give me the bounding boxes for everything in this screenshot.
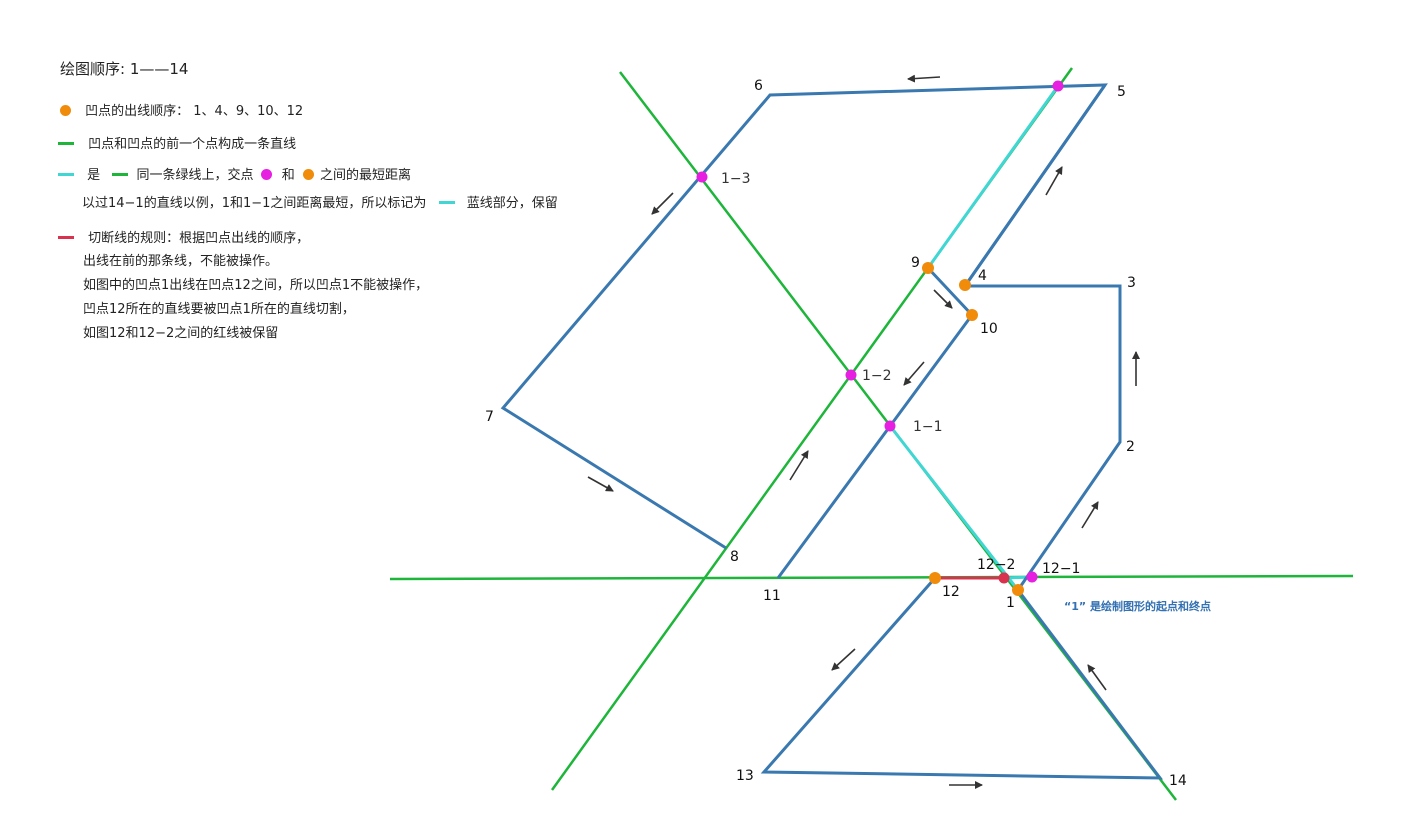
legend-row-cyan: 是 同一条绿线上，交点 和 之间的最短距离 (58, 164, 411, 183)
label-11: 11 (763, 588, 781, 604)
legend-red-text: 切断线的规则：根据凹点出线的顺序， (88, 231, 310, 246)
start-end-note: “1” 是绘制图形的起点和终点 (1064, 599, 1211, 613)
legend-row-example: 以过14−1的直线以例，1和1−1之间距离最短，所以标记为 蓝线部分，保留 (82, 192, 558, 211)
label-9: 9 (911, 255, 920, 271)
legend-rule-line-2: 出线在前的那条线，不能被操作。 (83, 254, 279, 269)
label-8: 8 (730, 549, 739, 565)
magenta-dot-icon (260, 169, 272, 180)
legend-rule-line-3: 如图中的凹点1出线在凹点12之间，所以凹点1不能被操作， (83, 278, 429, 293)
intersection-12-1 (1026, 571, 1038, 583)
arrow-icon (907, 74, 941, 83)
label-1-1: 1−1 (913, 419, 943, 435)
label-6: 6 (754, 78, 763, 94)
intersection-points (696, 80, 1064, 583)
legend-row-green: 凹点和凹点的前一个点构成一条直线 (58, 133, 296, 152)
green-line-11-12 (389, 574, 1354, 581)
label-7: 7 (485, 409, 494, 425)
arrow-icon (1045, 166, 1063, 196)
arrow-icon (651, 192, 674, 215)
label-4: 4 (978, 268, 987, 284)
label-1-3: 1−3 (721, 171, 751, 187)
intersection-1-3 (696, 171, 708, 183)
direction-arrows (587, 74, 1140, 789)
cyan-line-icon (58, 173, 74, 176)
label-3: 3 (1127, 275, 1136, 291)
label-2: 2 (1126, 439, 1135, 455)
legend-example-text: 以过14−1的直线以例，1和1−1之间距离最短，所以标记为 (82, 196, 427, 211)
cyan-segment-9 (926, 85, 1060, 269)
orange-dot-icon (302, 169, 314, 180)
legend-example-text-b: 蓝线部分，保留 (466, 196, 558, 211)
label-13: 13 (736, 768, 754, 784)
legend-orange-text: 凹点的出线顺序： 1、4、9、10、12 (85, 104, 304, 119)
cyan-segments (888, 85, 1060, 591)
legend-rule-line-5: 如图12和12−2之间的红线被保留 (83, 326, 279, 341)
intersection-12-2 (998, 572, 1010, 584)
legend-title: 绘图顺序: 1——14 (60, 60, 189, 78)
legend-cyan-text-c: 和 (281, 168, 295, 183)
green-line-icon (112, 173, 129, 176)
arrow-icon (1087, 664, 1107, 691)
green-line-icon (58, 142, 74, 145)
concave-point-10 (966, 309, 978, 321)
intersection-9-top (1052, 80, 1064, 92)
legend-row-red: 切断线的规则：根据凹点出线的顺序， (58, 227, 309, 246)
blue-polygon (500, 83, 1164, 780)
label-10: 10 (980, 321, 998, 337)
label-1-2: 1−2 (862, 368, 892, 384)
legend-cyan-text-b: 同一条绿线上，交点 (136, 168, 254, 183)
concave-point-4 (959, 279, 971, 291)
point-labels: 1 2 3 4 5 6 7 8 9 10 11 12 13 14 1−1 1−2… (485, 78, 1187, 789)
label-1: 1 (1006, 595, 1015, 611)
legend-row-orange: 凹点的出线顺序： 1、4、9、10、12 (60, 100, 303, 119)
arrow-icon (789, 450, 809, 481)
concave-point-9 (922, 262, 934, 274)
orange-dot-icon (60, 105, 71, 116)
legend-cyan-text-a: 是 (87, 168, 101, 183)
arrow-icon (831, 648, 856, 671)
legend-rule-line-4: 凹点12所在的直线要被凹点1所在的直线切割， (83, 302, 355, 317)
intersection-1-2 (845, 369, 857, 381)
concave-points (922, 262, 1024, 596)
cyan-segment-1 (888, 425, 1020, 591)
concave-point-1 (1012, 584, 1024, 596)
legend-green-text: 凹点和凹点的前一个点构成一条直线 (88, 137, 297, 152)
arrow-icon (1081, 501, 1099, 529)
concave-point-12 (929, 572, 941, 584)
label-14: 14 (1169, 773, 1187, 789)
edge-4-5 (963, 84, 1107, 287)
red-line-icon (58, 236, 74, 239)
arrow-icon (933, 289, 953, 309)
label-12-1: 12−1 (1042, 561, 1080, 577)
arrow-icon (903, 361, 925, 386)
label-12: 12 (942, 584, 960, 600)
intersection-1-1 (884, 420, 896, 432)
label-12-2: 12−2 (977, 557, 1015, 573)
legend: 绘图顺序: 1——14 凹点的出线顺序： 1、4、9、10、12 凹点和凹点的前… (0, 0, 620, 360)
polygon-path-12-14 (760, 577, 1164, 780)
cyan-line-icon (438, 201, 455, 204)
polygon-path-1-8 (500, 83, 1122, 591)
arrow-icon (587, 476, 614, 492)
green-lines (389, 67, 1354, 801)
legend-cyan-text-d: 之间的最短距离 (320, 168, 412, 183)
polygon-path-9-11 (776, 266, 974, 579)
label-5: 5 (1117, 84, 1126, 100)
